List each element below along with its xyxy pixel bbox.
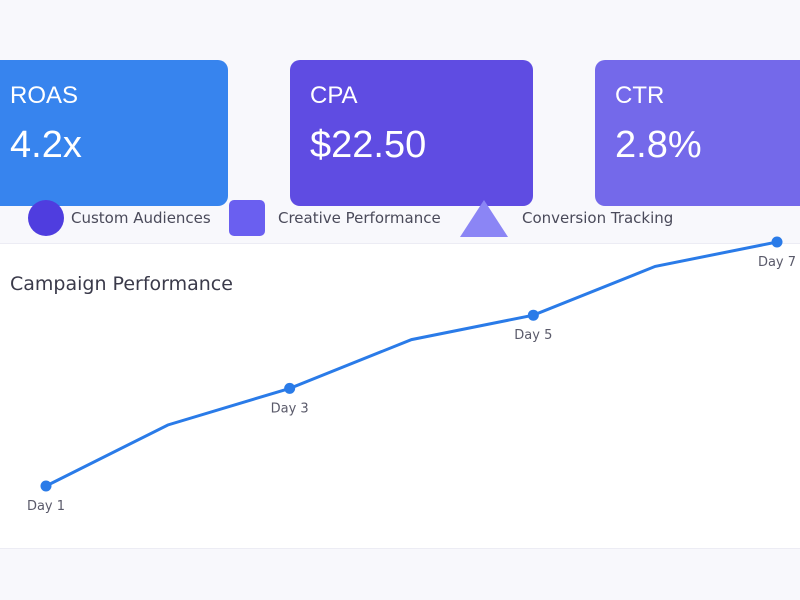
kpi-card-ctr: CTR 2.8% — [595, 60, 800, 206]
legend-label: Custom Audiences — [71, 209, 211, 227]
kpi-value: $22.50 — [310, 124, 427, 166]
kpi-card-cpa: CPA $22.50 — [290, 60, 533, 206]
data-point[interactable] — [40, 480, 52, 492]
triangle-legend-icon — [460, 200, 508, 237]
point-label: Day 5 — [514, 328, 552, 343]
data-point[interactable] — [284, 382, 296, 394]
legend-label: Creative Performance — [278, 209, 441, 227]
legend-label: Conversion Tracking — [522, 209, 674, 227]
point-label: Day 3 — [271, 401, 309, 416]
data-point[interactable] — [771, 236, 783, 248]
kpi-label: ROAS — [10, 82, 79, 109]
chart-title: Campaign Performance — [10, 273, 233, 295]
chart-panel — [0, 243, 800, 549]
kpi-value: 2.8% — [615, 124, 702, 166]
point-label: Day 7 — [758, 255, 796, 270]
kpi-label: CTR — [615, 82, 665, 109]
kpi-label: CPA — [310, 82, 358, 109]
kpi-card-roas: ROAS 4.2x — [0, 60, 228, 206]
data-point[interactable] — [527, 309, 539, 321]
series-line — [45, 240, 778, 488]
square-legend-icon — [229, 200, 265, 236]
point-label: Day 1 — [27, 499, 65, 514]
kpi-value: 4.2x — [10, 124, 82, 166]
circle-legend-icon — [28, 200, 64, 236]
